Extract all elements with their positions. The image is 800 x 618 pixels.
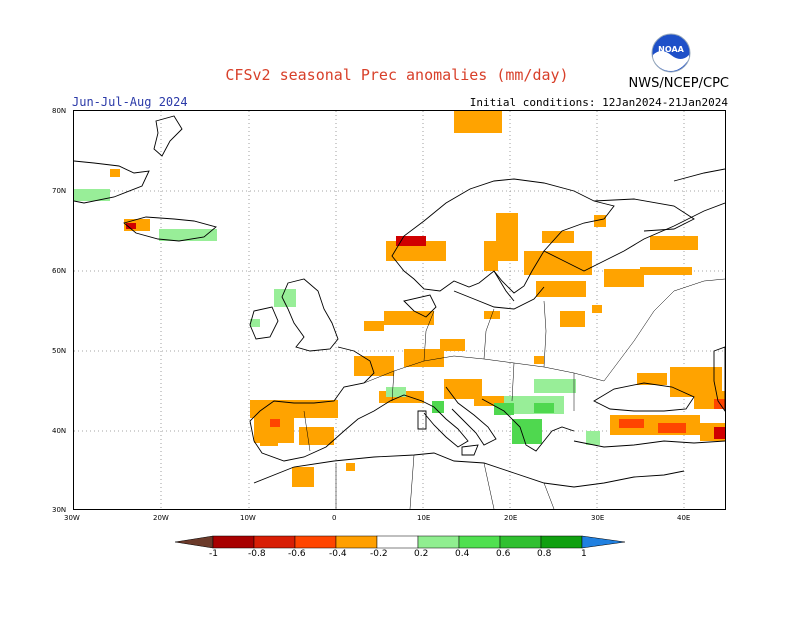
- colorbar-label: -0.8: [248, 549, 266, 559]
- graticule: [74, 111, 725, 509]
- lat-label: 30N: [52, 506, 67, 514]
- agency-label: NWS/NCEP/CPC: [628, 76, 729, 91]
- colorbar-label: -0.4: [329, 549, 347, 559]
- colorbar-label: -0.6: [288, 549, 306, 559]
- colorbar-label: 0.8: [537, 549, 552, 559]
- colorbar-label: 0.2: [414, 549, 429, 559]
- colorbar-label: 1: [581, 549, 587, 559]
- map-canvas: [74, 111, 725, 509]
- lat-label: 50N: [52, 347, 67, 355]
- country-borders: [303, 278, 725, 509]
- colorbar-label: 0.4: [455, 549, 470, 559]
- lon-label: 10W: [240, 514, 256, 522]
- noaa-logo: NOAA: [651, 33, 691, 73]
- lon-label: 40E: [677, 514, 691, 522]
- lon-label: 10E: [417, 514, 431, 522]
- lon-label: 30W: [64, 514, 80, 522]
- forecast-period: Jun-Jul-Aug 2024: [72, 95, 188, 109]
- lon-label: 20E: [504, 514, 518, 522]
- lon-label: 0: [332, 514, 337, 522]
- lon-label: 20W: [153, 514, 169, 522]
- svg-text:NOAA: NOAA: [658, 45, 684, 54]
- lon-label: 30E: [591, 514, 605, 522]
- initial-conditions: Initial conditions: 12Jan2024-21Jan2024: [469, 96, 728, 109]
- lat-label: 60N: [52, 267, 67, 275]
- precip-anomaly-map: [73, 110, 726, 510]
- map-title: CFSv2 seasonal Prec anomalies (mm/day): [225, 66, 569, 84]
- anomaly-cells: [74, 111, 725, 487]
- lat-label: 70N: [52, 187, 67, 195]
- lat-label: 40N: [52, 427, 67, 435]
- colorbar-label: 0.6: [496, 549, 511, 559]
- colorbar-label: -0.2: [370, 549, 388, 559]
- colorbar: [175, 535, 626, 549]
- lat-label: 80N: [52, 107, 67, 115]
- colorbar-label: -1: [209, 549, 218, 559]
